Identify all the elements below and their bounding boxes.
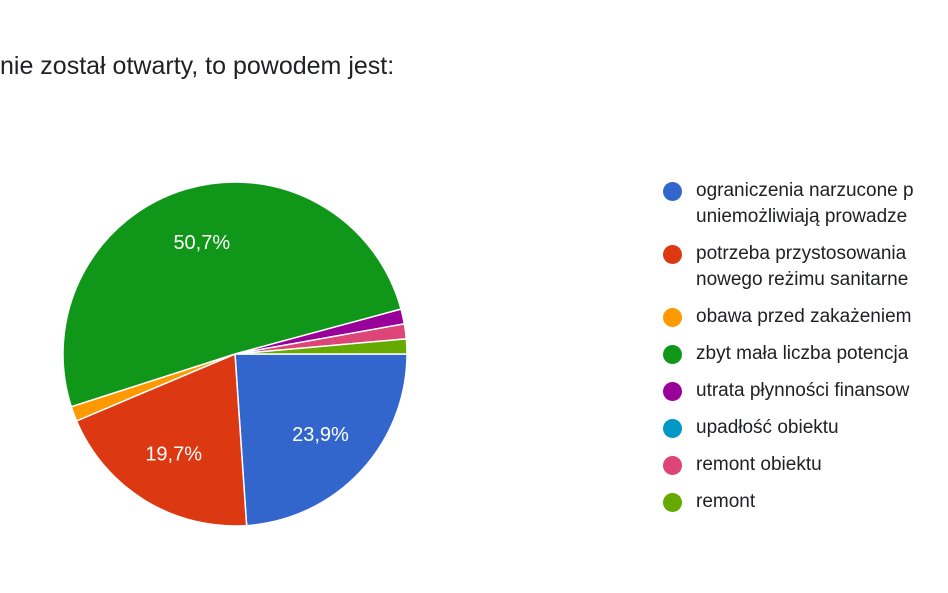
legend-label: remont	[696, 491, 756, 512]
chart-legend: ograniczenia narzucone p uniemożliwiają …	[660, 178, 948, 526]
legend-swatch	[663, 345, 682, 364]
legend-swatch	[663, 182, 682, 201]
legend-swatch	[663, 419, 682, 438]
legend-label: utrata płynności finansow	[696, 380, 910, 401]
legend-item: upadłość obiektu	[660, 415, 948, 441]
legend-item: ograniczenia narzucone p uniemożliwiają …	[660, 178, 948, 230]
pie-slice	[234, 338, 408, 355]
legend-swatch	[663, 245, 682, 264]
slice-value-label: 23,9%	[292, 424, 349, 446]
legend-item: remont obiektu	[660, 452, 948, 478]
legend-item: zbyt mała liczba potencja	[660, 341, 948, 367]
legend-item: obawa przed zakażeniem	[660, 304, 948, 330]
pie-slice	[234, 353, 408, 527]
pie-slice	[75, 352, 248, 527]
legend-label: upadłość obiektu	[696, 417, 839, 438]
legend-swatch	[663, 493, 682, 512]
legend-swatch	[663, 382, 682, 401]
chart-title: nie został otwarty, to powodem jest:	[0, 52, 395, 80]
legend-label: obawa przed zakażeniem	[696, 306, 912, 327]
legend-label: potrzeba przystosowania nowego reżimu sa…	[696, 243, 909, 290]
legend-label: remont obiektu	[696, 454, 822, 475]
slice-value-label: 19,7%	[145, 444, 202, 466]
legend-item: utrata płynności finansow	[660, 378, 948, 404]
legend-swatch	[663, 308, 682, 327]
slice-value-label: 50,7%	[173, 232, 230, 254]
legend-item: potrzeba przystosowania nowego reżimu sa…	[660, 241, 948, 293]
legend-label: zbyt mała liczba potencja	[696, 343, 909, 364]
legend-label: ograniczenia narzucone p uniemożliwiają …	[696, 180, 914, 227]
legend-swatch	[663, 456, 682, 475]
legend-item: remont	[660, 489, 948, 515]
pie-slice	[62, 181, 402, 408]
